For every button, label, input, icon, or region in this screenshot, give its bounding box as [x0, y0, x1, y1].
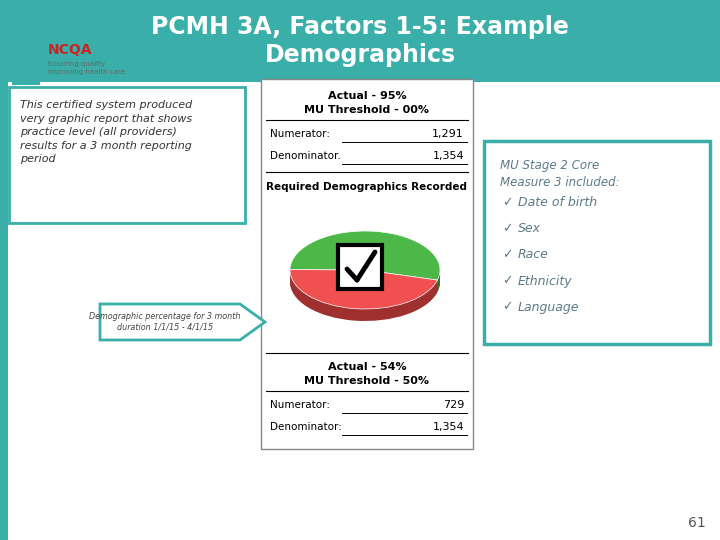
Wedge shape	[290, 239, 440, 288]
Text: Actual - 54%: Actual - 54%	[328, 362, 406, 372]
Text: PCMH 3A, Factors 1-5: Example
Demographics: PCMH 3A, Factors 1-5: Example Demographi…	[151, 15, 569, 67]
Polygon shape	[100, 304, 265, 340]
Text: Ensuring quality
improving health care.: Ensuring quality improving health care.	[48, 61, 127, 75]
Wedge shape	[290, 272, 438, 311]
FancyBboxPatch shape	[0, 82, 8, 540]
FancyBboxPatch shape	[9, 87, 245, 223]
Wedge shape	[290, 234, 440, 283]
Text: This certified system produced
very graphic report that shows
practice level (al: This certified system produced very grap…	[20, 100, 192, 164]
Wedge shape	[290, 232, 440, 281]
Wedge shape	[290, 242, 440, 291]
Text: 1,354: 1,354	[433, 151, 464, 161]
Wedge shape	[290, 237, 440, 286]
Text: Sex: Sex	[518, 222, 541, 235]
FancyBboxPatch shape	[12, 30, 40, 85]
Text: 1,354: 1,354	[433, 422, 464, 432]
Wedge shape	[290, 275, 438, 315]
Text: ✓: ✓	[502, 248, 513, 261]
Text: 61: 61	[688, 516, 706, 530]
Wedge shape	[290, 231, 440, 280]
Text: ✓: ✓	[502, 300, 513, 314]
Text: MU Threshold - 00%: MU Threshold - 00%	[305, 105, 430, 115]
Wedge shape	[290, 238, 440, 287]
Wedge shape	[290, 243, 440, 292]
FancyBboxPatch shape	[338, 245, 382, 289]
Wedge shape	[290, 276, 438, 316]
Text: NCQA: NCQA	[48, 43, 92, 57]
Wedge shape	[290, 278, 438, 317]
Text: Numerator:: Numerator:	[270, 129, 330, 139]
Text: ✓: ✓	[502, 222, 513, 235]
Wedge shape	[290, 279, 438, 318]
Wedge shape	[290, 274, 438, 313]
Wedge shape	[290, 240, 440, 289]
Text: MU Threshold - 50%: MU Threshold - 50%	[305, 376, 430, 386]
Wedge shape	[290, 281, 438, 320]
Text: Actual - 95%: Actual - 95%	[328, 91, 406, 101]
Text: 729: 729	[443, 400, 464, 410]
Text: Language: Language	[518, 300, 580, 314]
Wedge shape	[290, 273, 438, 312]
Wedge shape	[290, 235, 440, 284]
Text: Required Demographics Recorded: Required Demographics Recorded	[266, 182, 467, 192]
Wedge shape	[290, 233, 440, 282]
Text: Ethnicity: Ethnicity	[518, 274, 572, 287]
Text: ✓: ✓	[502, 274, 513, 287]
FancyBboxPatch shape	[484, 141, 710, 344]
Wedge shape	[290, 271, 438, 310]
Text: Demographic percentage for 3 month
duration 1/1/15 - 4/1/15: Demographic percentage for 3 month durat…	[89, 312, 240, 332]
FancyBboxPatch shape	[0, 0, 720, 82]
Wedge shape	[290, 281, 438, 321]
Wedge shape	[290, 236, 440, 285]
Wedge shape	[290, 280, 438, 319]
Text: Numerator:: Numerator:	[270, 400, 330, 410]
Text: Date of birth: Date of birth	[518, 197, 597, 210]
Wedge shape	[290, 275, 438, 314]
Text: ✓: ✓	[502, 197, 513, 210]
Text: MU Stage 2 Core
Measure 3 included:: MU Stage 2 Core Measure 3 included:	[500, 159, 620, 189]
FancyBboxPatch shape	[261, 79, 473, 449]
Text: 1,291: 1,291	[432, 129, 464, 139]
Text: Denominator.: Denominator.	[270, 151, 341, 161]
Wedge shape	[290, 241, 440, 290]
Text: Race: Race	[518, 248, 549, 261]
Wedge shape	[290, 269, 438, 309]
Text: Denominator:: Denominator:	[270, 422, 342, 432]
